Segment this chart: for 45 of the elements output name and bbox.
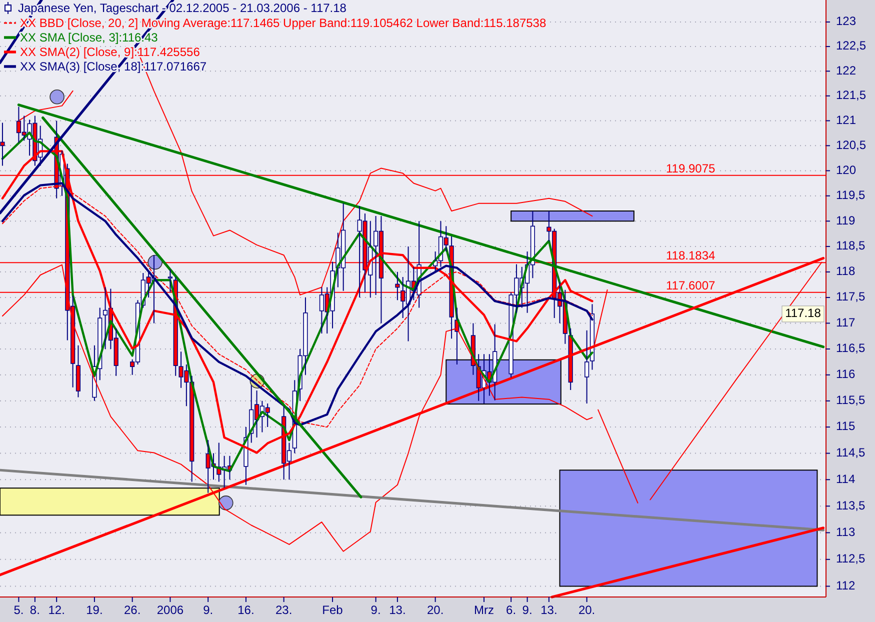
x-tick-label: 9. <box>370 603 381 617</box>
y-tick-label: 116 <box>836 367 856 382</box>
y-tick-label: 120,5 <box>836 138 866 152</box>
x-tick-label: 5. <box>14 603 24 617</box>
x-tick-label: 2006 <box>156 603 184 617</box>
x-tick-label: 16. <box>238 603 254 617</box>
y-tick-label: 115 <box>836 419 856 434</box>
y-tick-label: 121 <box>836 112 856 127</box>
x-tick-label: Mrz <box>474 603 494 617</box>
x-tick-label: 26. <box>124 603 141 617</box>
x-tick-label: 6. <box>506 603 516 617</box>
y-tick-label: 120 <box>836 162 856 177</box>
y-tick-label: 114 <box>836 472 856 486</box>
x-tick-label: 13. <box>389 603 406 617</box>
x-tick-label: 9. <box>522 603 532 617</box>
y-tick-label: 113,5 <box>836 498 866 512</box>
y-tick-label: 115,5 <box>836 393 866 408</box>
x-tick-label: 23. <box>275 603 292 617</box>
annotation: 117.18 <box>785 306 822 320</box>
x-tick-label: 19. <box>86 603 103 617</box>
y-tick-label: 119 <box>836 213 856 228</box>
y-tick-label: 118,5 <box>836 238 866 253</box>
ref-line-label: 118.1834 <box>666 248 716 263</box>
y-tick-label: 122 <box>836 63 856 78</box>
y-tick-label: 118 <box>836 264 856 278</box>
ref-line-label: 117.6007 <box>666 278 716 292</box>
x-tick-label: 13. <box>540 603 558 617</box>
x-tick-label: 8. <box>30 603 40 617</box>
x-tick-label: Feb <box>322 603 344 617</box>
y-tick-label: 112 <box>836 578 856 592</box>
y-tick-label: 117,5 <box>836 290 866 304</box>
x-tick-label: 12. <box>48 603 65 617</box>
ref-line-label: 119.9075 <box>666 161 716 176</box>
y-tick-label: 114,5 <box>836 445 866 460</box>
y-tick-label: 123 <box>836 14 856 28</box>
y-tick-label: 113 <box>836 524 856 539</box>
x-tick-label: 9. <box>203 603 214 617</box>
y-tick-label: 121,5 <box>836 88 866 102</box>
y-tick-label: 117 <box>836 315 856 330</box>
x-tick-label: 20. <box>578 603 596 617</box>
y-tick-label: 116,5 <box>836 341 866 356</box>
y-tick-label: 112,5 <box>836 552 866 566</box>
x-tick-label: 20. <box>426 603 444 617</box>
y-tick-label: 119,5 <box>836 188 866 202</box>
y-tick-label: 122,5 <box>836 38 866 53</box>
